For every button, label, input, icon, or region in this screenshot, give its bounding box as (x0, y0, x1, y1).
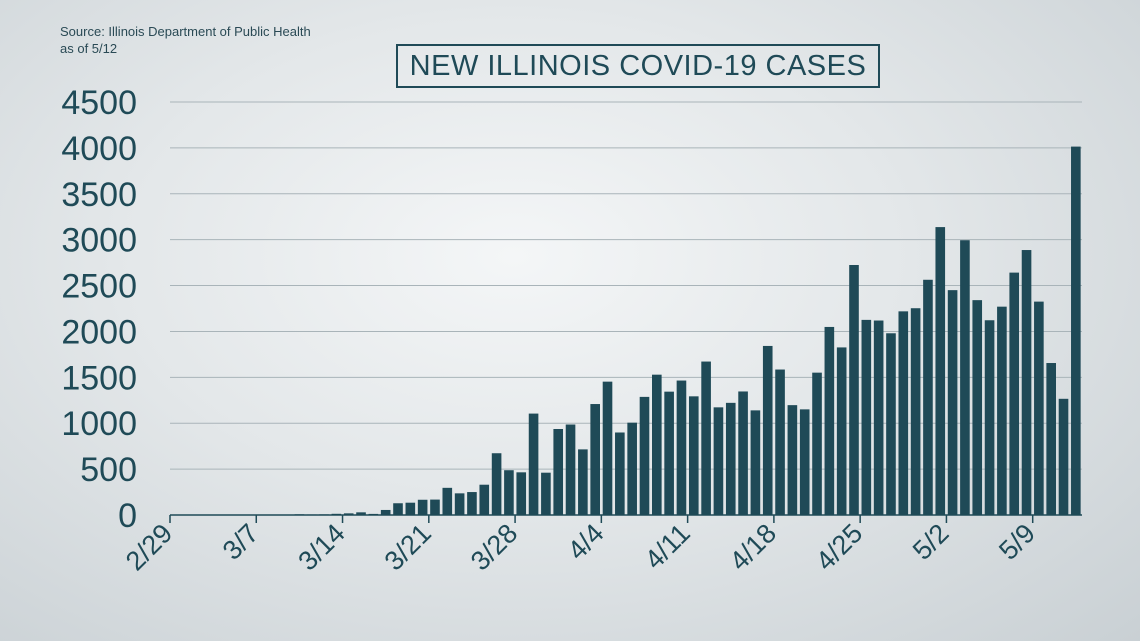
bar (997, 306, 1007, 515)
chart-title: NEW ILLINOIS COVID-19 CASES (409, 49, 867, 82)
bar (417, 499, 428, 515)
bar (393, 503, 403, 515)
y-tick-label: 4000 (61, 130, 137, 168)
as-of-date: as of 5/12 (60, 41, 118, 56)
bar (1071, 146, 1081, 515)
bar (713, 407, 724, 515)
bar (1009, 272, 1020, 515)
x-tick-label: 3/21 (379, 518, 437, 576)
bar (1034, 301, 1044, 515)
bar (886, 333, 896, 515)
y-tick-label: 1000 (61, 405, 137, 443)
bar (380, 509, 391, 515)
bar (1021, 250, 1032, 516)
bar (356, 512, 366, 515)
bar (947, 290, 958, 515)
bar (849, 264, 859, 515)
y-tick-label: 2500 (61, 268, 137, 306)
y-tick-label: 1500 (61, 359, 137, 397)
bar (861, 319, 872, 515)
source-line: Source: Illinois Department of Public He… (60, 24, 311, 39)
bar (479, 484, 490, 515)
bar (984, 320, 995, 515)
x-tick-label: 3/28 (465, 518, 523, 576)
bar (738, 391, 748, 515)
y-tick-label: 500 (80, 451, 137, 489)
bar (467, 492, 477, 515)
bar (528, 413, 539, 515)
bar (836, 347, 847, 515)
y-tick-label: 0 (118, 497, 137, 535)
y-tick-label: 3500 (61, 176, 137, 214)
x-tick-label: 3/14 (292, 518, 350, 576)
bar (688, 396, 699, 515)
bar (725, 402, 736, 515)
x-tick-label: 5/9 (993, 518, 1041, 566)
chart-title-box: NEW ILLINOIS COVID-19 CASES (396, 44, 880, 88)
y-tick-label: 4500 (61, 84, 137, 122)
bar (1058, 398, 1069, 515)
bar (553, 429, 564, 515)
bar (1046, 363, 1056, 515)
x-tick-label: 4/25 (810, 518, 868, 576)
bar (454, 493, 465, 515)
bar (701, 361, 711, 515)
bar (602, 381, 613, 515)
bar (960, 240, 970, 515)
bar (442, 487, 453, 515)
bar (565, 424, 576, 515)
bar (405, 502, 416, 515)
bar (910, 308, 921, 515)
bar (873, 320, 884, 515)
bar (430, 499, 440, 515)
bar (898, 311, 909, 515)
bar (787, 405, 798, 515)
source-note: Source: Illinois Department of Public He… (60, 23, 311, 57)
y-tick-label: 3000 (61, 222, 137, 260)
bar (504, 470, 514, 515)
bar (491, 453, 502, 515)
bar (664, 391, 674, 515)
x-tick-label: 3/7 (217, 518, 265, 566)
bar (812, 372, 822, 515)
x-tick-label: 4/18 (724, 518, 782, 576)
x-tick-label: 4/11 (639, 518, 696, 575)
bar (627, 422, 637, 515)
y-tick-label: 2000 (61, 313, 137, 351)
x-tick-label: 5/2 (907, 518, 955, 566)
bar (652, 374, 662, 515)
bar (972, 300, 983, 515)
bar (516, 472, 527, 515)
bar (775, 369, 785, 515)
bar (923, 279, 933, 515)
bar (590, 404, 600, 515)
bar (799, 409, 810, 515)
x-tick-label: 4/4 (562, 518, 610, 566)
bar (639, 396, 650, 515)
bar (578, 449, 588, 515)
bar (343, 513, 354, 515)
bar (824, 326, 835, 515)
bar (676, 380, 687, 515)
bar (541, 472, 551, 515)
bar (750, 410, 761, 515)
bar (762, 345, 773, 515)
bar (935, 227, 946, 515)
bar (615, 432, 625, 515)
